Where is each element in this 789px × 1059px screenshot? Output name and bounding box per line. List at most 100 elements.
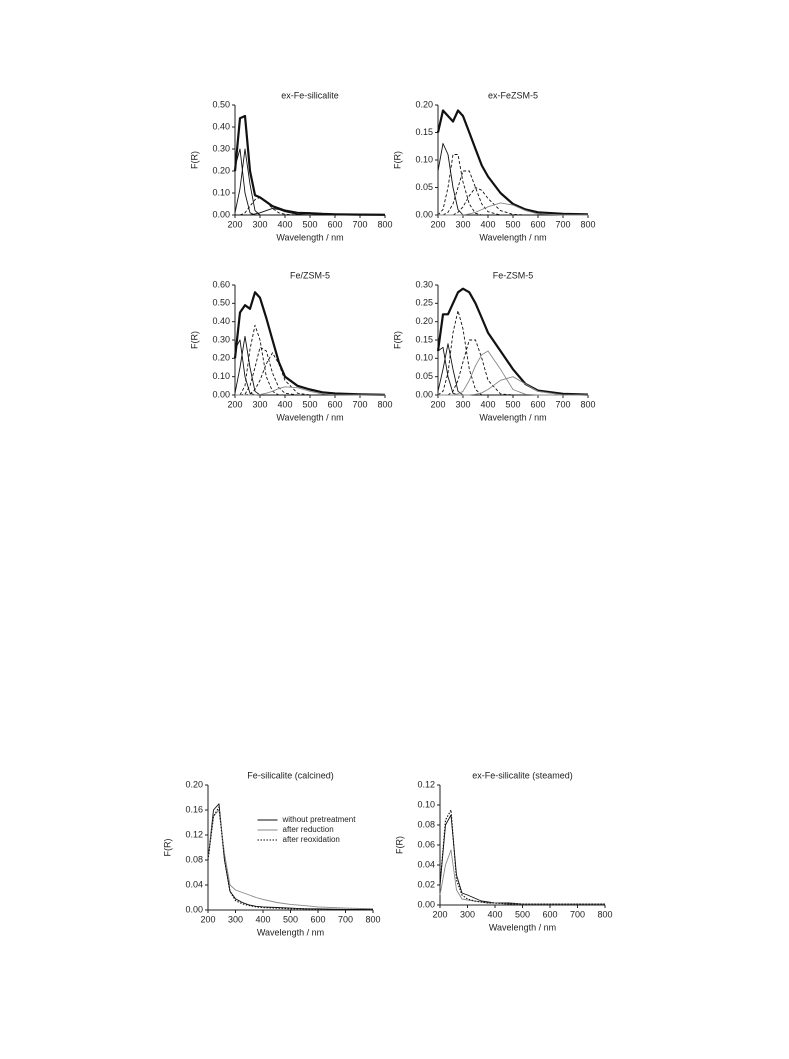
x-tick-label: 600 [530, 219, 545, 229]
x-tick-label: 200 [227, 219, 242, 229]
legend-label: after reduction [283, 825, 334, 834]
y-tick-label: 0.10 [212, 371, 230, 381]
y-tick-label: 0.10 [417, 799, 435, 809]
data-line [234, 148, 385, 216]
data-line [235, 207, 385, 216]
data-line [234, 148, 385, 216]
data-line [438, 350, 588, 396]
x-tick-label: 200 [430, 399, 445, 409]
data-line [233, 291, 386, 396]
y-tick-label: 0.05 [415, 182, 433, 192]
chart: Fe/ZSM-5 0.00 0.10 0.20 0.30 0.40 0.50 0.60 200 3… [189, 270, 392, 422]
y-tick-label: 0.20 [415, 316, 433, 326]
x-tick-label: 800 [377, 219, 392, 229]
x-tick-label: 400 [480, 219, 495, 229]
y-tick-label: 0.40 [212, 121, 230, 131]
y-tick-label: 0.20 [212, 165, 230, 175]
x-tick-label: 300 [455, 219, 470, 229]
data-line [437, 310, 588, 396]
y-axis-label: F(R) [189, 151, 199, 169]
x-tick-label: 200 [432, 909, 447, 919]
data-line [234, 339, 385, 396]
x-tick-label: 300 [460, 909, 475, 919]
y-tick-label: 0.00 [212, 209, 230, 219]
y-tick-label: 0.04 [417, 859, 435, 869]
y-tick-label: 0.05 [415, 371, 433, 381]
x-tick-label: 700 [352, 219, 367, 229]
y-axis-label: F(R) [392, 151, 402, 169]
chart-title: Fe-ZSM-5 [493, 270, 534, 280]
data-line [436, 287, 589, 396]
data-line [437, 154, 588, 216]
chart-title: Fe-silicalite (calcined) [247, 770, 334, 780]
data-line [438, 339, 588, 396]
x-tick-label: 700 [555, 399, 570, 409]
y-tick-label: 0.12 [185, 829, 203, 839]
data-line [235, 346, 385, 396]
x-axis-label: Wavelength / nm [479, 232, 546, 242]
x-tick-label: 700 [338, 914, 353, 924]
x-tick-label: 600 [542, 909, 557, 919]
x-axis-label: Wavelength / nm [276, 412, 343, 422]
x-tick-label: 500 [302, 399, 317, 409]
x-tick-label: 700 [352, 399, 367, 409]
x-tick-label: 300 [228, 914, 243, 924]
data-line [234, 335, 385, 396]
chart-title: ex-Fe-silicalite (steamed) [472, 770, 573, 780]
y-tick-label: 0.10 [415, 154, 433, 164]
y-tick-label: 0.04 [185, 879, 203, 889]
x-tick-label: 700 [555, 219, 570, 229]
x-tick-label: 200 [200, 914, 215, 924]
x-tick-label: 600 [327, 219, 342, 229]
legend-label: after reoxidation [283, 835, 340, 844]
y-tick-label: 0.30 [212, 334, 230, 344]
y-tick-label: 0.60 [212, 279, 230, 289]
data-line [438, 187, 588, 216]
x-axis-label: Wavelength / nm [276, 232, 343, 242]
chart-title: ex-Fe-silicalite [281, 90, 339, 100]
y-tick-label: 0.20 [212, 353, 230, 363]
x-tick-label: 800 [580, 219, 595, 229]
x-tick-label: 500 [283, 914, 298, 924]
chart: Fe-ZSM-5 0.00 0.05 0.10 0.15 0.20 0.25 0.30 200 3… [392, 270, 595, 422]
y-tick-label: 0.00 [185, 904, 203, 914]
y-tick-label: 0.16 [185, 804, 203, 814]
y-tick-label: 0.20 [185, 779, 203, 789]
y-axis-label: F(R) [392, 331, 402, 349]
x-tick-label: 400 [255, 914, 270, 924]
y-tick-label: 0.50 [212, 298, 230, 308]
x-axis-label: Wavelength / nm [489, 922, 556, 932]
x-tick-label: 400 [480, 399, 495, 409]
y-tick-label: 0.50 [212, 99, 230, 109]
data-line [207, 806, 373, 910]
data-line [438, 376, 588, 396]
chart: ex-Fe-silicalite (steamed) 0.00 0.02 0.04 0.… [394, 770, 612, 932]
x-tick-label: 500 [515, 909, 530, 919]
y-tick-label: 0.00 [415, 209, 433, 219]
x-tick-label: 400 [487, 909, 502, 919]
data-line [235, 386, 385, 396]
chart: ex-FeZSM-5 0.00 0.05 0.10 0.15 0.20 200 300 400 5… [392, 90, 595, 242]
y-tick-label: 0.10 [212, 187, 230, 197]
data-line [207, 809, 374, 910]
chart-title: Fe/ZSM-5 [290, 270, 330, 280]
y-axis-label: F(R) [162, 839, 172, 857]
y-tick-label: 0.40 [212, 316, 230, 326]
y-axis-label: F(R) [189, 331, 199, 349]
x-tick-label: 500 [302, 219, 317, 229]
x-tick-label: 400 [277, 399, 292, 409]
y-tick-label: 0.08 [185, 854, 203, 864]
x-tick-label: 300 [252, 399, 267, 409]
y-tick-label: 0.25 [415, 298, 433, 308]
y-tick-label: 0.00 [415, 389, 433, 399]
y-tick-label: 0.30 [415, 279, 433, 289]
legend-label: without pretreatment [282, 815, 357, 824]
data-line [439, 849, 605, 905]
y-tick-label: 0.30 [212, 143, 230, 153]
x-tick-label: 700 [570, 909, 585, 919]
y-tick-label: 0.15 [415, 127, 433, 137]
x-tick-label: 800 [377, 399, 392, 409]
data-line [438, 170, 588, 216]
